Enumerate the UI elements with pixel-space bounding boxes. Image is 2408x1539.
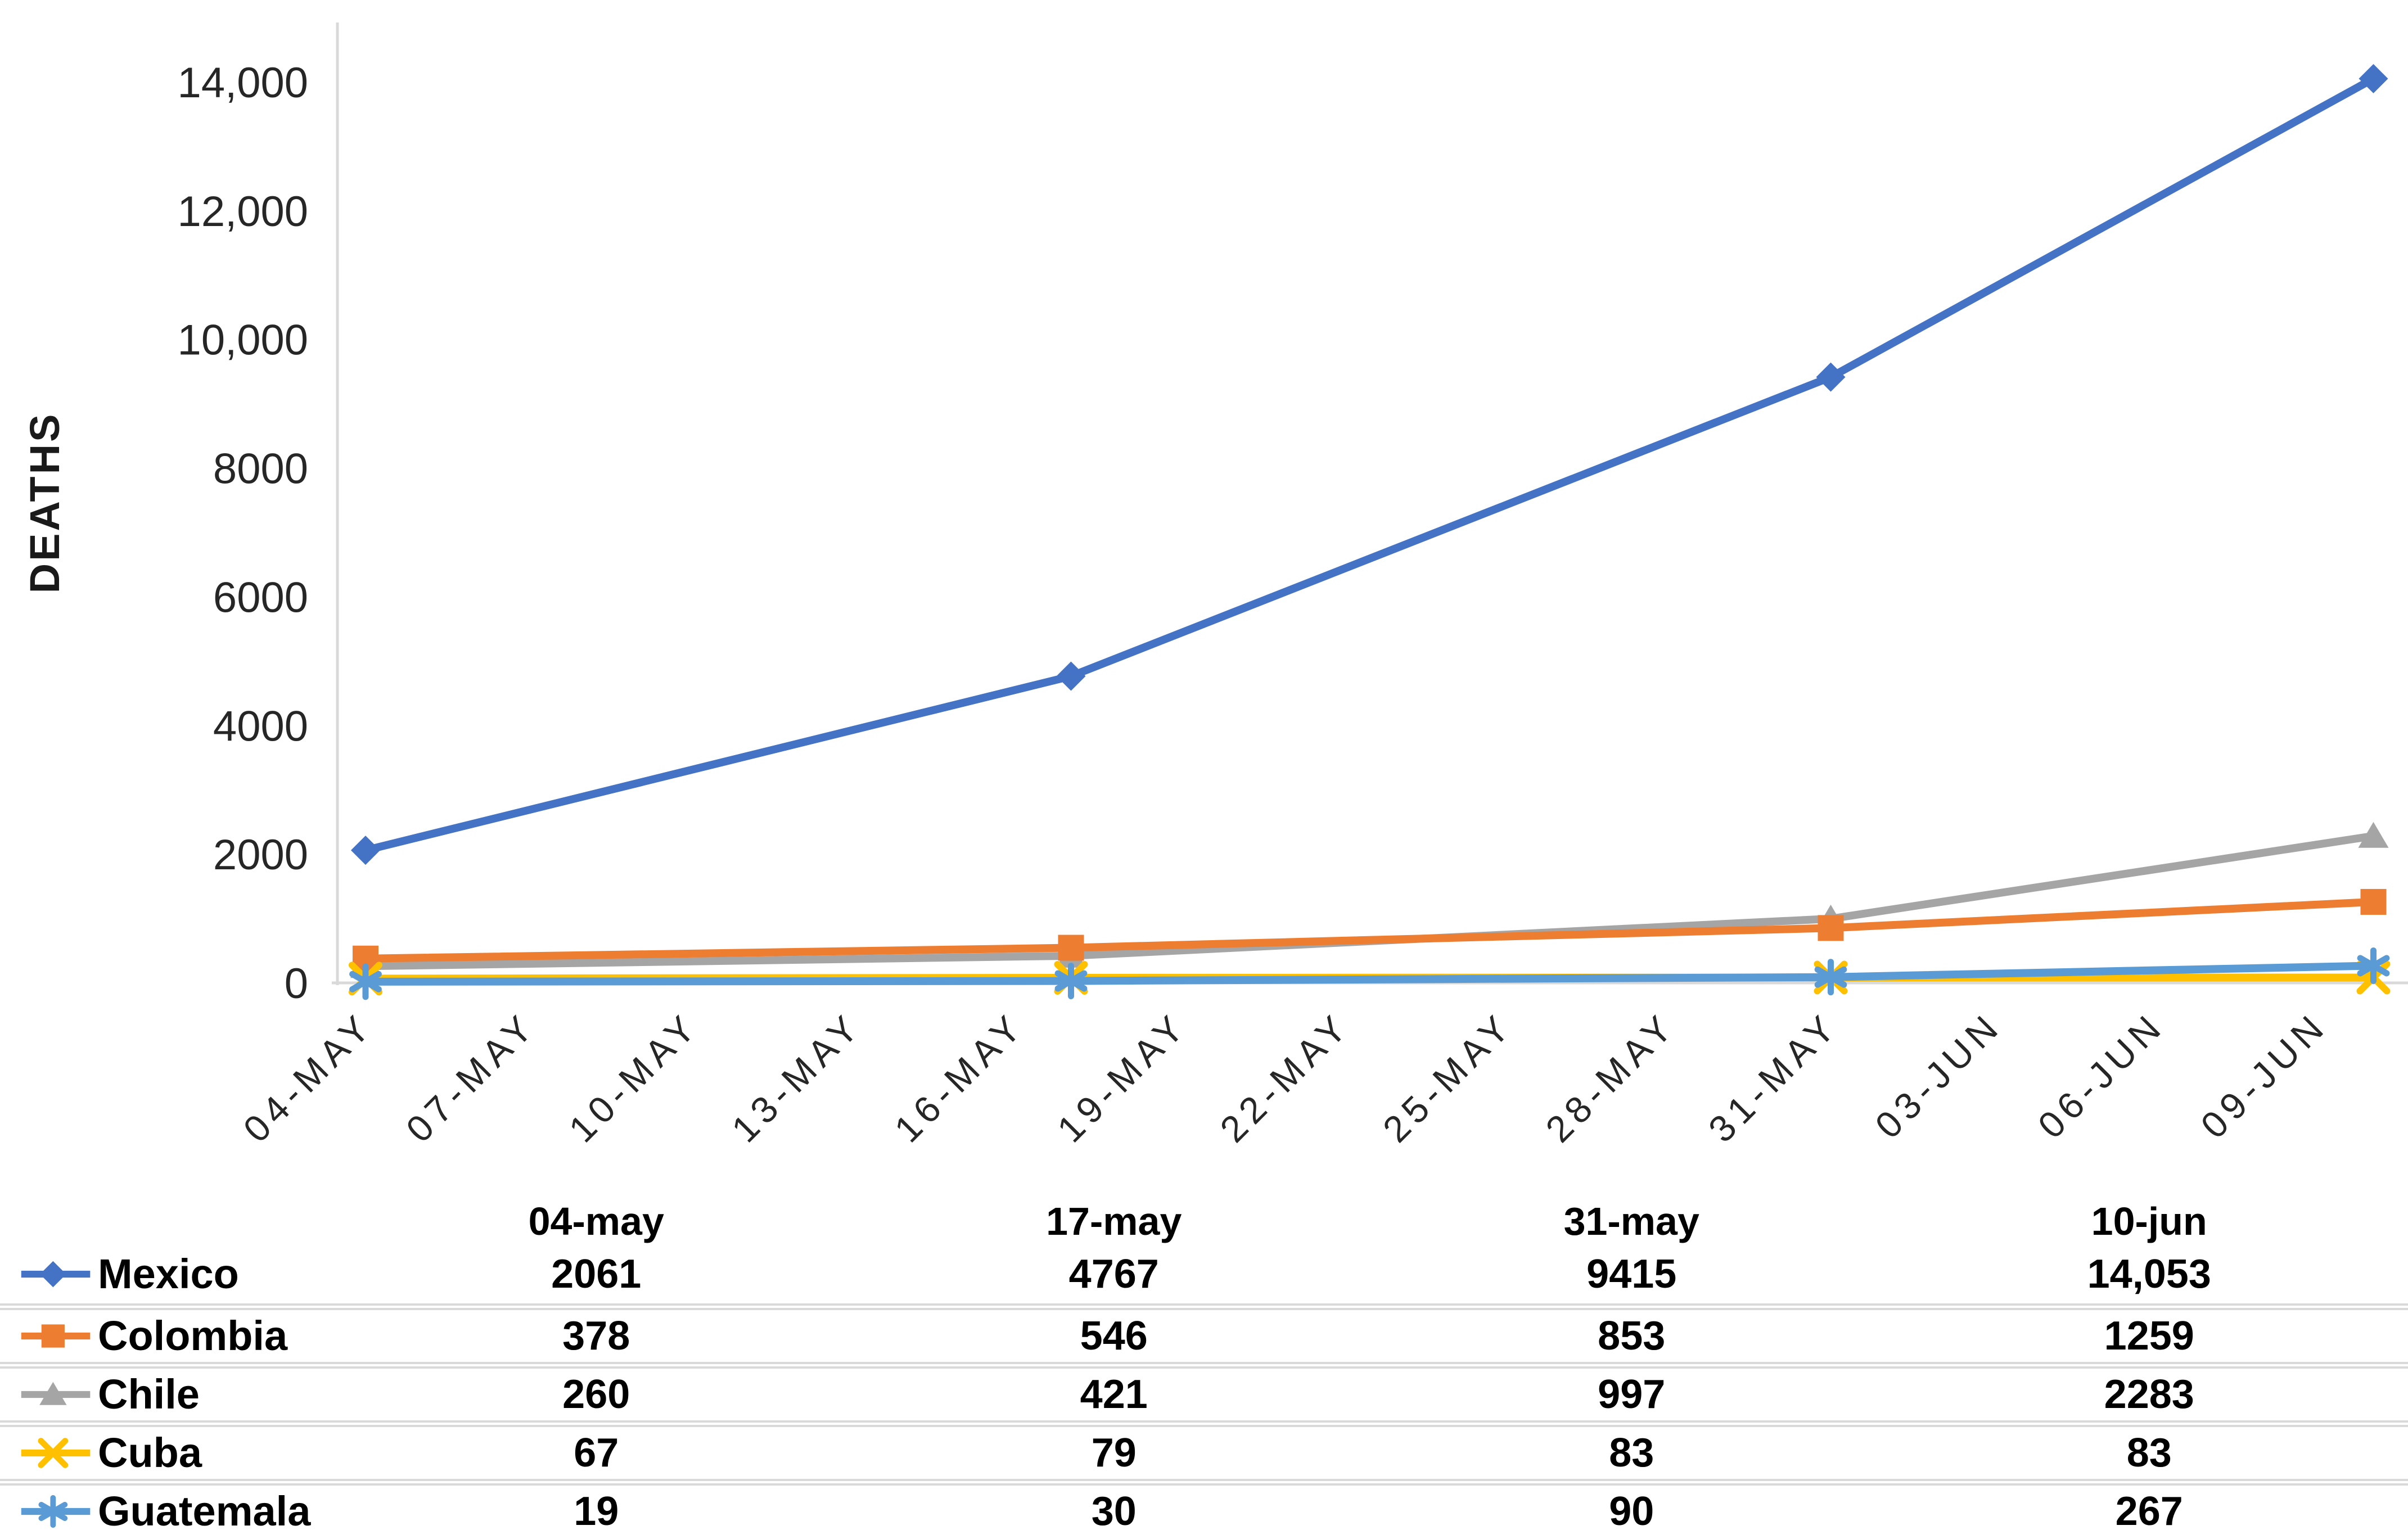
svg-text:10,000: 10,000 xyxy=(178,317,308,364)
country-label: Colombia xyxy=(98,1312,288,1359)
svg-text:03-JUN: 03-JUN xyxy=(1867,1004,2009,1147)
table-row: Mexico 2061 4767 9415 14,053 xyxy=(0,1245,2408,1303)
value-cell: 997 xyxy=(1598,1372,1666,1417)
svg-text:10-MAY: 10-MAY xyxy=(561,1004,707,1150)
svg-text:04-MAY: 04-MAY xyxy=(235,1004,381,1150)
svg-text:16-MAY: 16-MAY xyxy=(886,1004,1032,1150)
country-label: Guatemala xyxy=(98,1488,311,1535)
svg-text:4000: 4000 xyxy=(213,702,308,750)
table-col-header: 04-may xyxy=(528,1199,664,1243)
svg-text:07-MAY: 07-MAY xyxy=(398,1004,544,1150)
svg-text:31-MAY: 31-MAY xyxy=(1701,1004,1847,1150)
value-cell: 853 xyxy=(1598,1314,1666,1359)
table-row: Chile 260 421 997 2283 xyxy=(0,1362,2408,1420)
value-cell: 260 xyxy=(562,1372,630,1417)
value-cell: 2061 xyxy=(551,1252,642,1297)
country-label: Mexico xyxy=(98,1251,239,1297)
mexico-series-marker-icon xyxy=(21,1261,91,1288)
table-header-row: 04-may 17-may 31-may 10-jun xyxy=(0,1198,2408,1245)
cuba-series-marker-icon xyxy=(21,1438,91,1468)
value-cell: 1259 xyxy=(2104,1314,2194,1359)
value-cell: 19 xyxy=(574,1489,619,1534)
table-col-header: 31-may xyxy=(1563,1199,1699,1243)
svg-text:6000: 6000 xyxy=(213,574,308,621)
value-cell: 378 xyxy=(562,1314,630,1359)
colombia-series-marker-icon xyxy=(21,1324,91,1348)
svg-text:09-JUN: 09-JUN xyxy=(2193,1004,2335,1147)
table-row: Colombia 378 546 853 1259 xyxy=(0,1303,2408,1362)
value-cell: 83 xyxy=(2126,1430,2172,1475)
value-cell: 30 xyxy=(1091,1489,1137,1534)
table-row: Cuba 67 79 83 83 xyxy=(0,1420,2408,1479)
value-cell: 79 xyxy=(1091,1430,1137,1475)
svg-text:14,000: 14,000 xyxy=(178,59,308,107)
svg-text:25-MAY: 25-MAY xyxy=(1375,1004,1521,1150)
svg-text:0: 0 xyxy=(285,960,308,1008)
value-cell: 9415 xyxy=(1586,1252,1677,1297)
svg-text:19-MAY: 19-MAY xyxy=(1049,1004,1196,1150)
country-label: Cuba xyxy=(98,1429,202,1476)
svg-text:8000: 8000 xyxy=(213,445,308,493)
value-cell: 83 xyxy=(1609,1430,1654,1475)
svg-text:DEATHS: DEATHS xyxy=(21,412,68,594)
value-cell: 421 xyxy=(1080,1372,1148,1417)
data-table: 04-may 17-may 31-may 10-jun Mexico 2061 … xyxy=(0,1198,2408,1537)
value-cell: 67 xyxy=(574,1430,619,1475)
value-cell: 267 xyxy=(2115,1489,2183,1534)
svg-text:12,000: 12,000 xyxy=(178,188,308,236)
svg-text:2000: 2000 xyxy=(213,831,308,879)
table-col-header: 10-jun xyxy=(2091,1199,2207,1243)
table-row: Guatemala 19 30 90 267 xyxy=(0,1479,2408,1537)
country-label: Chile xyxy=(98,1371,200,1418)
guatemala-series-marker-icon xyxy=(21,1495,91,1528)
svg-text:13-MAY: 13-MAY xyxy=(724,1004,870,1150)
value-cell: 4767 xyxy=(1068,1252,1159,1297)
table-col-header: 17-may xyxy=(1046,1199,1182,1243)
svg-text:06-JUN: 06-JUN xyxy=(2030,1004,2172,1147)
chile-series-marker-icon xyxy=(21,1382,91,1405)
value-cell: 14,053 xyxy=(2087,1252,2211,1297)
svg-text:28-MAY: 28-MAY xyxy=(1537,1004,1684,1150)
value-cell: 90 xyxy=(1609,1489,1654,1534)
value-cell: 2283 xyxy=(2104,1372,2194,1417)
deaths-line-chart: 0 2000 4000 6000 8000 10,000 12,000 14,000 DEATH… xyxy=(21,22,2408,1150)
value-cell: 546 xyxy=(1080,1314,1148,1359)
svg-text:22-MAY: 22-MAY xyxy=(1212,1004,1358,1150)
